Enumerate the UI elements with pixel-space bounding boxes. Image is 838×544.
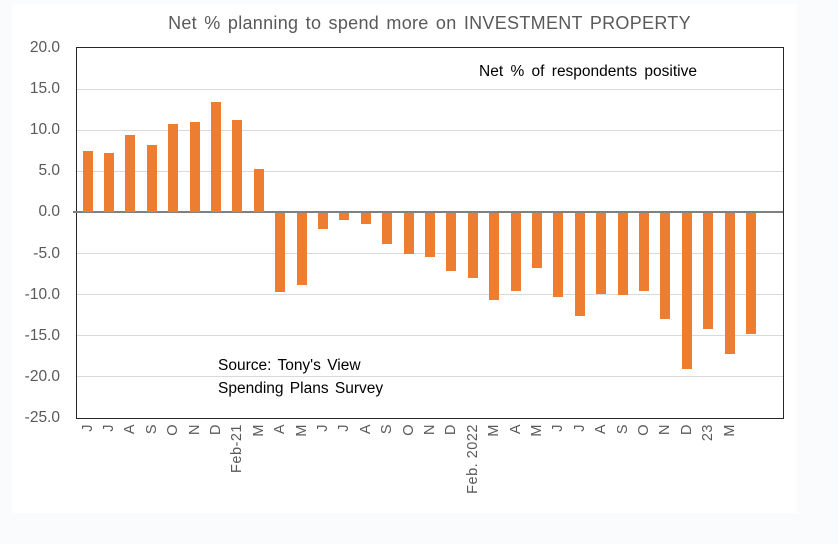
bar <box>275 213 286 293</box>
x-axis-label: D <box>443 424 460 435</box>
x-axis-label: Feb-21 <box>229 424 246 473</box>
x-axis-label: S <box>143 424 160 435</box>
x-axis-label: A <box>593 424 610 435</box>
x-axis-label: M <box>250 424 267 437</box>
bar <box>703 213 714 330</box>
gridline <box>77 170 783 172</box>
bar <box>467 213 478 279</box>
bar <box>339 213 350 220</box>
bar <box>596 213 607 294</box>
x-axis-label: A <box>122 424 139 435</box>
y-axis-labels: 20.0 15.0 10.0 5.0 0.0 -5.0 -10.0 -15.0 -20.0 -25… <box>12 39 60 426</box>
x-axis-label: M <box>721 424 738 437</box>
bar <box>82 150 93 213</box>
x-axis-label: J <box>79 424 96 432</box>
x-axis-label: O <box>400 424 417 436</box>
x-axis-label: J <box>315 424 332 432</box>
x-axis-label: M <box>293 424 310 437</box>
bar <box>531 213 542 269</box>
y-axis-tick-label: 10.0 <box>29 121 60 139</box>
bar <box>125 135 136 213</box>
y-axis-tick-label: -20.0 <box>24 367 60 385</box>
y-axis-tick-label: 0.0 <box>38 203 60 221</box>
bar <box>296 213 307 285</box>
y-axis-tick-label: 5.0 <box>38 162 60 180</box>
bar <box>253 168 264 213</box>
bar <box>403 213 414 255</box>
bar <box>104 153 115 213</box>
bar <box>617 213 628 296</box>
gridline <box>77 294 783 296</box>
x-axis-label: J <box>550 424 567 432</box>
x-axis-label: M <box>486 424 503 437</box>
x-axis-label: O <box>635 424 652 436</box>
y-axis-tick-label: -25.0 <box>24 409 60 426</box>
y-axis-tick-label: 15.0 <box>29 80 60 98</box>
bar <box>574 213 585 317</box>
x-axis-label: A <box>272 424 289 435</box>
bar <box>724 213 735 354</box>
gridline <box>77 376 783 378</box>
gridline <box>77 335 783 337</box>
bar <box>232 120 243 213</box>
bar <box>489 213 500 301</box>
x-axis-label: S <box>614 424 631 435</box>
gridline <box>77 88 783 90</box>
bar <box>745 213 756 335</box>
x-axis-label: O <box>165 424 182 436</box>
chart-title: Net % planning to spend more on INVESTME… <box>168 13 691 33</box>
x-axis-label: D <box>208 424 225 435</box>
x-axis-label: A <box>507 424 524 435</box>
x-axis-label: Feb. 2022 <box>464 424 481 494</box>
bar <box>189 122 200 213</box>
plot-area: Net % of respondents positive Source: To… <box>73 47 784 494</box>
x-axis-label: D <box>678 424 695 435</box>
x-axis-label: J <box>101 424 118 432</box>
x-axis-label: N <box>186 424 203 435</box>
chart-annotation: Net % of respondents positive <box>479 63 697 80</box>
bar <box>638 213 649 291</box>
y-axis-tick-label: 20.0 <box>29 39 60 56</box>
x-axis-label: S <box>379 424 396 435</box>
bar <box>681 213 692 369</box>
bar <box>425 213 435 257</box>
zero-axis-line <box>73 211 783 214</box>
x-axis-label: J <box>336 424 353 432</box>
x-axis-label: J <box>571 424 588 432</box>
bar <box>211 102 222 213</box>
source-line-1: Source: Tony's View <box>218 357 361 374</box>
gridline <box>77 129 783 131</box>
bar <box>318 213 329 229</box>
bar <box>146 145 157 213</box>
bar <box>446 213 457 271</box>
y-axis-tick-label: -10.0 <box>24 285 60 303</box>
y-axis-tick-label: -5.0 <box>33 244 60 262</box>
y-axis-tick-label: -15.0 <box>24 326 60 344</box>
bar <box>510 213 521 292</box>
x-axis-label: M <box>528 424 545 437</box>
x-axis-label: N <box>657 424 674 435</box>
bar <box>168 124 179 213</box>
x-axis-label: N <box>422 424 438 435</box>
x-axis-label: A <box>357 424 374 435</box>
source-line-2: Spending Plans Survey <box>218 380 384 397</box>
source-note: Source: Tony's View Spending Plans Surve… <box>218 354 383 400</box>
chart-card: Net % planning to spend more on INVESTME… <box>12 4 797 513</box>
bar <box>553 213 564 298</box>
x-axis-label: 23 <box>700 424 717 442</box>
bar <box>660 213 671 320</box>
bar <box>360 213 371 224</box>
bar <box>382 213 393 244</box>
